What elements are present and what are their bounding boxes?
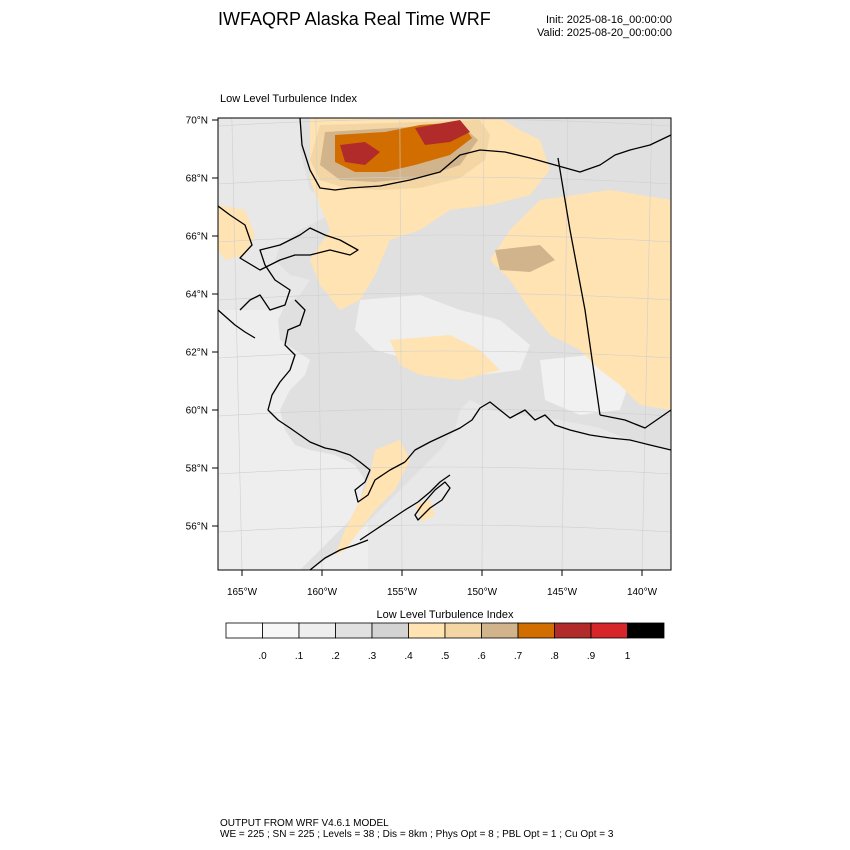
latitude-label: 62°N <box>186 348 208 359</box>
longitude-labels: 165°W 160°W 155°W 150°W 145°W 140°W <box>227 587 658 598</box>
norton-sound-coastline <box>218 205 359 311</box>
axis-ticks <box>212 119 643 576</box>
latitude-gridline <box>218 292 671 301</box>
st-lawrence-island <box>218 309 256 339</box>
colorbar-swatch <box>262 622 300 639</box>
latitude-labels: 70°N 68°N 66°N 64°N 62°N 60°N 58°N 56°N <box>186 116 208 533</box>
turbulence-field <box>218 118 671 570</box>
latitude-label: 58°N <box>186 464 208 475</box>
graticule <box>218 118 671 570</box>
latitude-label: 56°N <box>186 522 208 533</box>
latitude-label: 70°N <box>186 116 208 127</box>
latitude-gridline <box>218 234 671 243</box>
colorbar-label: .8 <box>550 651 559 662</box>
us-canada-border <box>557 157 601 416</box>
latitude-gridline <box>218 176 671 185</box>
colorbar-swatch <box>335 622 373 639</box>
kodiak-island <box>414 481 451 521</box>
longitude-label: 160°W <box>307 587 338 598</box>
longitude-label: 145°W <box>547 587 578 598</box>
latitude-gridline <box>218 118 671 127</box>
colorbar-swatch <box>517 622 555 639</box>
tan-region-kodiak <box>415 500 435 522</box>
latitude-label: 64°N <box>186 290 208 301</box>
colorbar-swatch <box>481 622 519 639</box>
map-frame <box>217 117 672 571</box>
brown-region-interior <box>495 245 555 272</box>
longitude-gridline <box>641 118 653 570</box>
dark-red-region-west <box>340 142 380 165</box>
panel-title: Low Level Turbulence Index <box>220 93 357 105</box>
colorbar-swatch <box>371 622 409 639</box>
colorbar: .0 .1 .2 .3 .4 .5 .6 .7 .8 .9 1 <box>225 622 665 662</box>
colorbar-swatches <box>225 622 665 639</box>
colorbar-swatch <box>627 622 665 639</box>
tan-region-east <box>490 190 671 410</box>
valid-time: Valid: 2025-08-20_00:00:00 <box>537 27 672 39</box>
colorbar-swatch <box>554 622 592 639</box>
tan-region-seward <box>218 205 255 260</box>
alaska-peninsula-south <box>359 474 451 541</box>
arctic-coastline <box>299 118 671 191</box>
latitude-label: 68°N <box>186 174 208 185</box>
colorbar-label: .5 <box>441 651 450 662</box>
colorbar-title: Low Level Turbulence Index <box>376 609 514 621</box>
colorbar-labels: .0 .1 .2 .3 .4 .5 .6 .7 .8 .9 1 <box>258 651 630 662</box>
dark-red-region-east <box>415 120 470 145</box>
colorbar-label: .0 <box>258 651 267 662</box>
longitude-label: 165°W <box>227 587 258 598</box>
latitude-gridline <box>218 524 671 533</box>
latitude-label: 66°N <box>186 232 208 243</box>
colorbar-label: .6 <box>477 651 486 662</box>
colorbar-label: .2 <box>331 651 340 662</box>
main-title: IWFAQRP Alaska Real Time WRF <box>218 9 491 29</box>
longitude-gridline <box>231 118 243 570</box>
colorbar-label: .3 <box>368 651 377 662</box>
aleutian-coastline <box>309 539 369 570</box>
canada-bc-border <box>599 409 671 429</box>
latitude-gridline <box>218 408 671 417</box>
colorbar-swatch <box>590 622 628 639</box>
latitude-gridline <box>218 466 671 475</box>
tan-region-central <box>390 335 500 380</box>
longitude-gridline <box>561 118 569 570</box>
latitude-gridline <box>218 350 671 359</box>
longitude-label: 155°W <box>387 587 418 598</box>
colorbar-label: 1 <box>625 651 631 662</box>
longitude-gridline <box>481 118 485 570</box>
coastlines <box>218 118 671 570</box>
longitude-label: 140°W <box>627 587 658 598</box>
longitude-label: 150°W <box>467 587 498 598</box>
init-time: Init: 2025-08-16_00:00:00 <box>546 14 672 26</box>
yk-delta-coastline <box>267 299 406 503</box>
map-panel: 70°N68°N66°N64°N62°N60°N58°N56°N 165°W 16… <box>186 116 672 598</box>
latitude-label: 60°N <box>186 406 208 417</box>
gulf-of-alaska-coastline <box>404 401 671 463</box>
model-footer-line1: OUTPUT FROM WRF V4.6.1 MODEL <box>220 818 389 829</box>
model-footer-line2: WE = 225 ; SN = 225 ; Levels = 38 ; Dis … <box>220 829 614 840</box>
colorbar-swatch <box>444 622 482 639</box>
longitude-gridline <box>399 118 403 570</box>
colorbar-label: .1 <box>295 651 304 662</box>
colorbar-label: .9 <box>587 651 596 662</box>
colorbar-label: .4 <box>404 651 413 662</box>
colorbar-label: .7 <box>514 651 523 662</box>
colorbar-swatch <box>298 622 336 639</box>
colorbar-swatch <box>225 622 263 639</box>
longitude-gridline <box>315 118 323 570</box>
colorbar-swatch <box>408 622 446 639</box>
